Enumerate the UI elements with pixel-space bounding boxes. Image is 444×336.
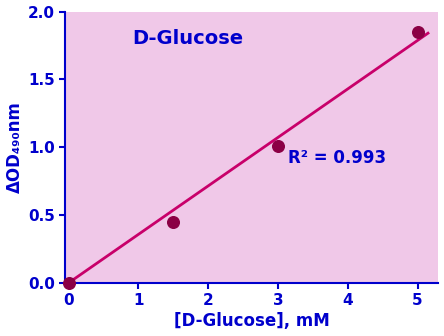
Text: D-Glucose: D-Glucose	[132, 29, 243, 48]
Y-axis label: ΔOD₄₉₀nm: ΔOD₄₉₀nm	[6, 101, 24, 193]
Point	[414, 29, 421, 35]
Point	[274, 143, 281, 149]
Point	[170, 219, 177, 224]
X-axis label: [D-Glucose], mM: [D-Glucose], mM	[174, 312, 329, 330]
Point	[65, 280, 72, 286]
Text: R² = 0.993: R² = 0.993	[289, 150, 387, 167]
